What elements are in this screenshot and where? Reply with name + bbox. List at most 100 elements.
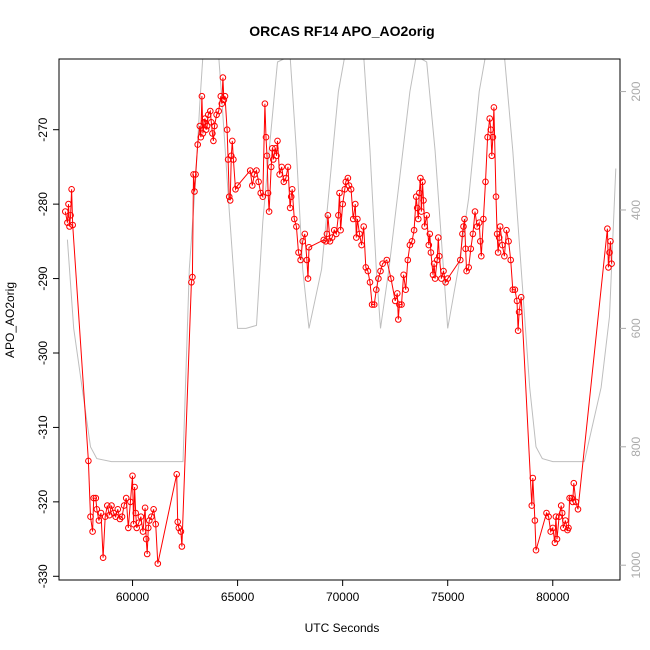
data-point bbox=[232, 186, 239, 193]
data-point bbox=[190, 171, 197, 178]
data-point bbox=[352, 200, 359, 208]
data-point bbox=[420, 197, 427, 204]
data-point bbox=[67, 212, 74, 219]
data-point bbox=[269, 145, 276, 152]
data-point bbox=[482, 178, 489, 186]
data-point bbox=[328, 234, 336, 241]
data-point bbox=[68, 186, 75, 193]
data-point bbox=[251, 171, 258, 178]
data-point bbox=[97, 509, 105, 517]
data-point bbox=[417, 174, 424, 182]
data-point bbox=[565, 524, 572, 532]
data-point bbox=[562, 517, 569, 524]
x-tick-label: 70000 bbox=[326, 590, 360, 604]
data-point bbox=[503, 226, 510, 234]
data-point bbox=[209, 130, 216, 137]
data-point bbox=[286, 204, 294, 212]
data-point bbox=[90, 494, 97, 502]
x-tick-label: 75000 bbox=[431, 590, 465, 604]
data-point bbox=[143, 550, 151, 558]
y-axis-label: APO_AO2orig bbox=[3, 282, 17, 358]
data-point bbox=[177, 528, 185, 535]
data-point bbox=[362, 264, 370, 271]
data-point bbox=[326, 238, 334, 245]
data-point bbox=[125, 524, 132, 532]
data-point bbox=[253, 167, 260, 174]
data-point bbox=[395, 316, 402, 323]
data-point bbox=[552, 513, 560, 521]
data-point bbox=[427, 249, 435, 256]
data-point bbox=[178, 543, 186, 550]
data-point bbox=[349, 215, 357, 223]
data-point bbox=[225, 193, 233, 200]
data-point bbox=[146, 517, 153, 524]
data-point bbox=[304, 275, 312, 282]
data-point bbox=[423, 212, 431, 219]
data-point bbox=[267, 163, 275, 171]
data-point bbox=[246, 167, 254, 174]
y2-tick-label: 1000 bbox=[629, 552, 643, 579]
data-point bbox=[173, 471, 180, 478]
data-point bbox=[192, 171, 199, 178]
data-point bbox=[215, 107, 222, 115]
data-point bbox=[127, 498, 134, 506]
data-point bbox=[218, 100, 226, 107]
data-point bbox=[142, 535, 150, 543]
data-point bbox=[517, 293, 525, 301]
data-point bbox=[152, 520, 159, 528]
data-point bbox=[220, 96, 228, 104]
data-point bbox=[501, 252, 508, 260]
data-point bbox=[529, 474, 537, 482]
data-point bbox=[223, 126, 231, 133]
data-point bbox=[299, 238, 307, 245]
data-point bbox=[87, 513, 94, 521]
data-point bbox=[418, 208, 425, 215]
data-point bbox=[122, 494, 130, 502]
data-point bbox=[511, 286, 519, 294]
data-point bbox=[515, 308, 523, 316]
data-point bbox=[211, 122, 218, 130]
data-point bbox=[148, 513, 155, 521]
data-point bbox=[203, 122, 211, 130]
data-point bbox=[543, 509, 550, 517]
data-point bbox=[494, 249, 502, 256]
data-point bbox=[368, 301, 376, 308]
data-point bbox=[265, 208, 273, 215]
data-point bbox=[353, 234, 360, 241]
data-point bbox=[463, 267, 470, 275]
data-point bbox=[360, 223, 368, 230]
data-point bbox=[461, 215, 468, 223]
data-point bbox=[572, 498, 580, 506]
data-point bbox=[342, 178, 350, 186]
data-point bbox=[85, 457, 92, 465]
data-point bbox=[507, 256, 515, 264]
data-point bbox=[419, 178, 426, 186]
data-point bbox=[257, 189, 265, 197]
data-point bbox=[549, 524, 557, 532]
data-point bbox=[495, 234, 503, 241]
data-point bbox=[493, 230, 501, 238]
data-point bbox=[132, 509, 139, 517]
x-tick-label: 60000 bbox=[116, 590, 150, 604]
data-point bbox=[330, 226, 338, 234]
data-point bbox=[435, 234, 442, 241]
data-point bbox=[135, 519, 143, 527]
data-point bbox=[487, 126, 495, 133]
data-point bbox=[278, 163, 286, 171]
data-point bbox=[513, 297, 521, 305]
data-point bbox=[66, 223, 73, 230]
data-point bbox=[137, 513, 145, 521]
data-point bbox=[413, 204, 421, 212]
data-point bbox=[65, 200, 72, 208]
data-point bbox=[141, 504, 149, 512]
data-point bbox=[145, 524, 152, 532]
data-point bbox=[249, 182, 256, 189]
data-point bbox=[477, 238, 484, 245]
data-point bbox=[276, 171, 283, 178]
axes-layer: 60000 65000 70000 75000 80000 -330 -320 -310 -30… bbox=[36, 58, 643, 604]
data-point bbox=[436, 252, 443, 260]
data-point bbox=[404, 256, 412, 264]
data-point bbox=[201, 115, 209, 122]
series-layer bbox=[62, 59, 617, 567]
